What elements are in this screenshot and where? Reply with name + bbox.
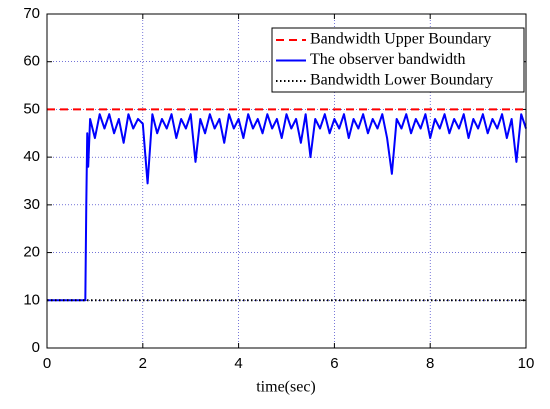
y-tick-label: 60 [23,53,40,70]
y-tick-label: 50 [23,100,40,117]
x-tick-label: 2 [139,355,147,372]
y-tick-label: 10 [23,291,40,308]
legend-label: Bandwidth Lower Boundary [310,72,493,89]
x-axis-label: time(sec) [256,379,316,396]
x-tick-label: 10 [518,355,535,372]
y-tick-label: 0 [32,339,40,356]
x-tick-label: 6 [330,355,338,372]
y-tick-label: 70 [23,5,40,22]
x-tick-label: 0 [43,355,51,372]
y-tick-label: 40 [23,148,40,165]
legend-label: Bandwidth Upper Boundary [310,31,491,48]
series-line [47,113,527,302]
x-tick-label: 4 [234,355,242,372]
legend-label: The observer bandwidth [310,51,466,68]
y-tick-label: 20 [23,244,40,261]
x-tick-label: 8 [426,355,434,372]
legend-box [271,27,525,93]
plot-frame [46,13,527,349]
legend: Bandwidth Upper Boundary The observer ban… [271,27,525,93]
y-tick-label: 30 [23,196,40,213]
